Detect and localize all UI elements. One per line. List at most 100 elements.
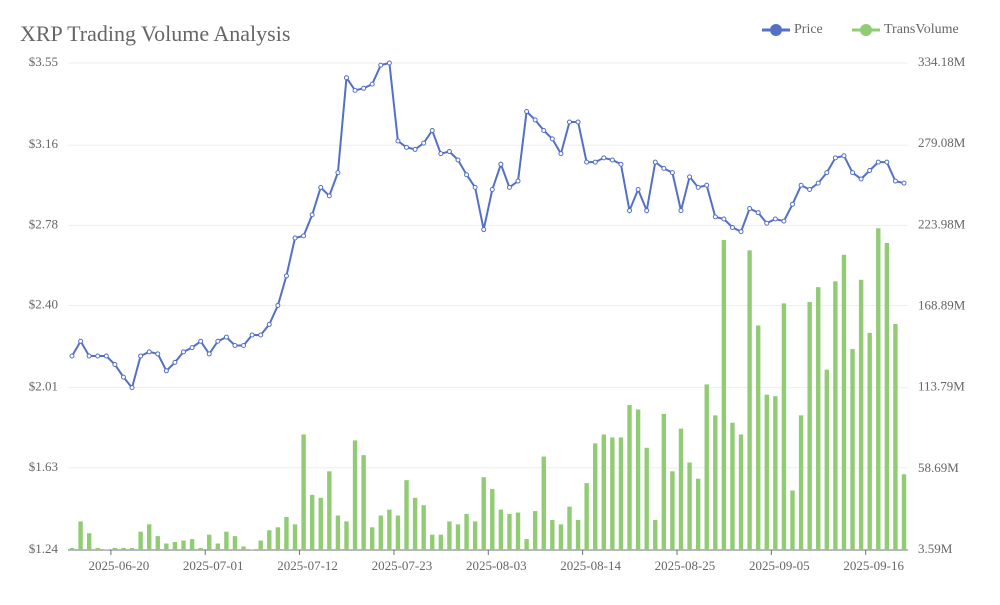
volume-bar (267, 530, 272, 550)
price-point (266, 321, 272, 327)
volume-bar (327, 471, 332, 550)
volume-bar (901, 474, 907, 550)
y-tick-label: $1.63 (29, 459, 58, 474)
price-point (120, 374, 126, 380)
price-point (163, 368, 169, 374)
price-point (729, 224, 735, 230)
legend-label: Price (794, 22, 823, 37)
x-tick-label: 2025-08-03 (466, 558, 527, 573)
legend-marker (770, 24, 782, 36)
volume-bar (824, 369, 830, 550)
x-tick-label: 2025-08-14 (560, 558, 621, 573)
price-point (292, 235, 298, 241)
price-point (798, 182, 804, 188)
price-point (584, 159, 590, 165)
price-point (841, 153, 847, 159)
volume-bar (515, 512, 521, 550)
volume-bar (721, 240, 727, 550)
price-point (301, 233, 307, 239)
y2-tick-label: 223.98M (918, 216, 966, 231)
volume-bar (644, 447, 649, 550)
volume-bar (395, 515, 401, 550)
volume-bar (309, 494, 315, 550)
volume-bar (69, 547, 75, 550)
x-tick-label: 2025-09-05 (749, 558, 810, 573)
volume-bar (833, 281, 838, 550)
price-point (481, 227, 487, 233)
price-point (747, 205, 753, 211)
volume-bar (653, 519, 658, 550)
price-point (781, 218, 787, 224)
price-point (112, 361, 118, 367)
price-point (309, 212, 315, 218)
volume-bar (344, 521, 349, 550)
volume-bar (893, 324, 898, 550)
price-point (867, 168, 873, 174)
volume-bar (498, 509, 504, 550)
volume-bar (867, 332, 872, 550)
volume-bar (95, 547, 100, 550)
price-point (601, 155, 607, 161)
y-tick-label: $3.16 (29, 136, 59, 151)
price-point (318, 184, 324, 190)
price-point (824, 170, 830, 176)
price-point (283, 273, 289, 279)
volume-bar (816, 287, 821, 550)
volume-bar (464, 514, 469, 550)
price-point (343, 75, 349, 81)
price-point (704, 182, 710, 188)
price-point (78, 338, 84, 344)
price-point (472, 184, 478, 190)
price-point (789, 201, 795, 207)
x-tick-label: 2025-06-20 (89, 558, 150, 573)
price-point (69, 353, 75, 359)
volume-bar (558, 524, 564, 550)
price-point (326, 193, 332, 199)
volume-bar (532, 511, 538, 550)
price-point (404, 144, 410, 150)
y2-tick-label: 279.08M (918, 135, 966, 150)
price-point (335, 170, 341, 176)
volume-bar (249, 549, 255, 550)
volume-bar (541, 456, 546, 550)
volume-bar (421, 505, 426, 550)
volume-bar (507, 514, 512, 550)
y-tick-label: $1.24 (29, 541, 59, 556)
volume-bar (841, 254, 847, 551)
price-point (455, 157, 461, 163)
price-point (421, 140, 427, 146)
volume-bar (104, 549, 109, 550)
price-point (129, 385, 135, 391)
volume-bar (430, 534, 435, 550)
price-point (644, 208, 650, 214)
price-point (858, 176, 864, 182)
price-point (618, 161, 624, 167)
volume-bar (86, 533, 92, 550)
price-point (815, 180, 821, 186)
volume-bar (318, 497, 323, 550)
volume-bar (472, 521, 478, 550)
volume-bar (412, 497, 418, 550)
price-point (901, 180, 907, 186)
price-point (772, 216, 778, 222)
volume-bar (404, 480, 409, 550)
price-point (609, 157, 615, 163)
price-point (652, 159, 658, 165)
volume-bar (876, 228, 881, 550)
price-point (258, 332, 264, 338)
price-point (103, 353, 109, 359)
price-point (464, 172, 470, 178)
x-tick-label: 2025-07-23 (372, 558, 433, 573)
price-point (515, 178, 521, 184)
volume-bar (790, 490, 795, 550)
price-point (832, 155, 838, 161)
volume-bar (738, 434, 744, 550)
price-point (532, 117, 538, 123)
price-point (395, 138, 401, 144)
price-point (446, 149, 452, 155)
y-tick-label: $2.01 (29, 379, 58, 394)
price-point (223, 334, 229, 340)
volume-bar (670, 471, 675, 550)
volume-bar (704, 384, 709, 550)
